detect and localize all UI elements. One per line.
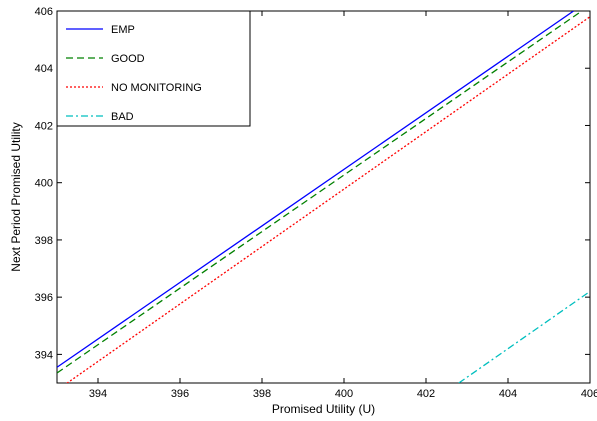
legend-entry: EMP: [111, 24, 135, 36]
series-line-good: [57, 11, 583, 374]
legend: EMP GOOD NO MONITORING BAD: [56, 10, 251, 127]
x-tick-label: 400: [335, 388, 353, 400]
x-tick-label: 406: [581, 388, 597, 400]
y-tick-label: 404: [35, 63, 53, 75]
y-tick-label: 406: [35, 6, 53, 18]
x-tick-label: 396: [171, 388, 189, 400]
x-tick-label: 394: [89, 388, 107, 400]
y-tick-label: 396: [35, 292, 53, 304]
legend-entry: BAD: [111, 111, 134, 123]
series-line-emp: [57, 11, 574, 368]
series-line-bad: [458, 290, 590, 383]
series-line-no-monitoring: [66, 16, 590, 383]
y-axis-label: Next Period Promised Utility: [9, 122, 23, 271]
legend-entry: NO MONITORING: [111, 82, 202, 94]
x-axis-label: Promised Utility (U): [272, 402, 375, 416]
y-tick-label: 394: [35, 349, 53, 361]
x-tick-label: 404: [499, 388, 517, 400]
x-tick-label: 398: [253, 388, 271, 400]
y-tick-label: 402: [35, 120, 53, 132]
x-tick-label: 402: [417, 388, 435, 400]
y-tick-label: 398: [35, 235, 53, 247]
y-tick-label: 400: [35, 178, 53, 190]
legend-entry: GOOD: [111, 53, 145, 65]
